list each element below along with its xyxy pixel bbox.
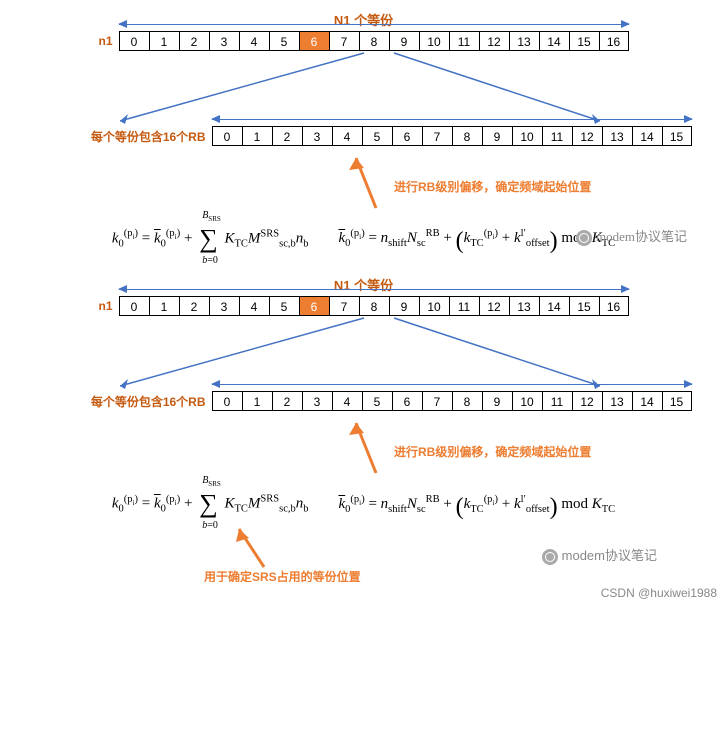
footer-watermark: CSDN @huxiwei1988 xyxy=(10,586,717,600)
cell: 11 xyxy=(449,296,479,316)
annotation2b: 用于确定SRS占用的等份位置 xyxy=(203,569,361,582)
cell: 6 xyxy=(299,296,329,316)
cell: 3 xyxy=(209,296,239,316)
cell: 13 xyxy=(602,126,632,146)
cell: 0 xyxy=(212,391,242,411)
cell: 9 xyxy=(389,296,419,316)
formula-2: k0(pi) = k0(pi) + BSRS ∑ b=0 KTCMSRSsc,b… xyxy=(10,489,717,520)
cell: 14 xyxy=(632,391,662,411)
cell: 1 xyxy=(242,126,272,146)
cell: 3 xyxy=(209,31,239,51)
section1-title: N1 个等份 xyxy=(10,10,717,29)
cell: 8 xyxy=(359,296,389,316)
diagram-section-2: N1 个等份 n1 012345678910111213141516 每个等份包… xyxy=(10,275,717,599)
cell: 6 xyxy=(392,126,422,146)
row1-container: n1 012345678910111213141516 xyxy=(10,31,717,51)
cell: 15 xyxy=(569,296,599,316)
cell: 9 xyxy=(389,31,419,51)
offset-arrow: 进行RB级别偏移，确定频域起始位置 xyxy=(14,146,714,216)
cell: 4 xyxy=(332,126,362,146)
trapezoid-connector xyxy=(14,51,714,126)
cell: 16 xyxy=(599,31,629,51)
cell: 12 xyxy=(479,31,509,51)
cell: 14 xyxy=(539,296,569,316)
span-arrow-icon xyxy=(119,289,629,290)
cell: 15 xyxy=(569,31,599,51)
row2-container: 每个等份包含16个RB 0123456789101112131415 xyxy=(10,126,717,146)
cell: 13 xyxy=(509,31,539,51)
trapezoid-connector-2 xyxy=(14,316,714,391)
row2-label-2: 每个等份包含16个RB xyxy=(36,393,206,410)
cell: 9 xyxy=(482,391,512,411)
offset-arrow-2: 进行RB级别偏移，确定频域起始位置 xyxy=(14,411,714,481)
sigma-arrow: 用于确定SRS占用的等份位置 xyxy=(14,527,714,582)
cell: 0 xyxy=(119,31,149,51)
cell: 2 xyxy=(272,126,302,146)
row2-cells: 0123456789101112131415 xyxy=(212,126,692,146)
cell: 3 xyxy=(302,126,332,146)
cell: 2 xyxy=(272,391,302,411)
cell: 16 xyxy=(599,296,629,316)
row1-cells: 012345678910111213141516 xyxy=(119,31,629,51)
cell: 4 xyxy=(239,296,269,316)
cell: 11 xyxy=(542,126,572,146)
cell: 12 xyxy=(572,391,602,411)
row2-container-2: 每个等份包含16个RB 0123456789101112131415 xyxy=(10,391,717,411)
row1-label: n1 xyxy=(98,34,112,48)
cell: 4 xyxy=(332,391,362,411)
cell: 10 xyxy=(512,391,542,411)
cell: 13 xyxy=(509,296,539,316)
cell: 11 xyxy=(449,31,479,51)
row2-cells-2: 0123456789101112131415 xyxy=(212,391,692,411)
cell: 7 xyxy=(329,296,359,316)
cell: 1 xyxy=(242,391,272,411)
cell: 5 xyxy=(269,296,299,316)
cell: 3 xyxy=(302,391,332,411)
cell: 5 xyxy=(362,391,392,411)
cell: 11 xyxy=(542,391,572,411)
cell: 6 xyxy=(392,391,422,411)
cell: 10 xyxy=(419,296,449,316)
cell: 5 xyxy=(269,31,299,51)
cell: 5 xyxy=(362,126,392,146)
annotation1: 进行RB级别偏移，确定频域起始位置 xyxy=(394,179,591,194)
cell: 2 xyxy=(179,296,209,316)
row2-label: 每个等份包含16个RB xyxy=(36,128,206,145)
cell: 0 xyxy=(119,296,149,316)
formula-1: k0(pi) = k0(pi) + BSRS ∑ b=0 KTCMSRSsc,b… xyxy=(10,224,717,255)
cell: 0 xyxy=(212,126,242,146)
cell: 15 xyxy=(662,126,692,146)
cell: 1 xyxy=(149,296,179,316)
cell: 14 xyxy=(632,126,662,146)
cell: 6 xyxy=(299,31,329,51)
span-arrow-icon xyxy=(212,384,692,385)
cell: 13 xyxy=(602,391,632,411)
cell: 1 xyxy=(149,31,179,51)
cell: 7 xyxy=(422,126,452,146)
cell: 4 xyxy=(239,31,269,51)
row1-container-2: n1 012345678910111213141516 xyxy=(10,296,717,316)
cell: 8 xyxy=(452,391,482,411)
span-arrow-icon xyxy=(119,24,629,25)
cell: 15 xyxy=(662,391,692,411)
span-arrow-icon xyxy=(212,119,692,120)
cell: 10 xyxy=(419,31,449,51)
cell: 12 xyxy=(479,296,509,316)
cell: 7 xyxy=(329,31,359,51)
section2-title: N1 个等份 xyxy=(10,275,717,294)
row1-label-2: n1 xyxy=(98,299,112,313)
cell: 14 xyxy=(539,31,569,51)
cell: 10 xyxy=(512,126,542,146)
diagram-section-1: N1 个等份 n1 012345678910111213141516 每个等份包… xyxy=(10,10,717,255)
cell: 8 xyxy=(452,126,482,146)
annotation2a: 进行RB级别偏移，确定频域起始位置 xyxy=(394,444,591,459)
cell: 2 xyxy=(179,31,209,51)
cell: 12 xyxy=(572,126,602,146)
row1-cells-2: 012345678910111213141516 xyxy=(119,296,629,316)
cell: 7 xyxy=(422,391,452,411)
cell: 8 xyxy=(359,31,389,51)
cell: 9 xyxy=(482,126,512,146)
